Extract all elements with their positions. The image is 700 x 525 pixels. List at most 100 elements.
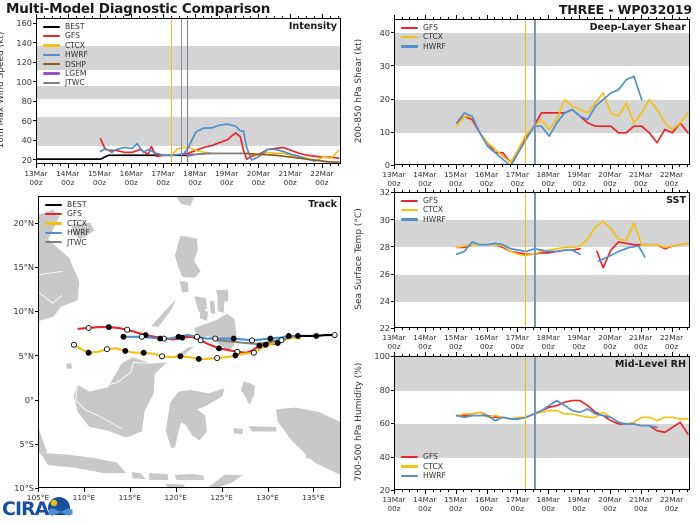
intensity-shaded-band: [37, 117, 340, 147]
legend-swatch-ctcx: [43, 44, 60, 47]
landmass: [248, 426, 277, 432]
sst-y-tick-label: 32: [379, 187, 390, 198]
sst-x-top-tick: [571, 189, 573, 192]
rh-x-top-tick: [625, 353, 627, 356]
rh-x-tick-mark: [394, 490, 395, 494]
sst-y-tick-label: 28: [379, 241, 390, 252]
rh-x-top-tick: [648, 353, 650, 356]
track-marker: [85, 349, 92, 356]
shear-x-top-tick: [540, 16, 542, 19]
sst-x-top-tick: [602, 189, 604, 192]
sst-x-top-tick: [532, 189, 534, 192]
track-marker: [120, 333, 127, 340]
rh-x-minor-tick: [571, 490, 573, 493]
landmass: [174, 473, 205, 481]
sst-x-minor-tick: [494, 328, 496, 331]
track-y-tick-mark: [34, 222, 38, 224]
track-y-tick-label: 0°: [24, 394, 34, 405]
shear-x-minor-tick: [540, 165, 542, 168]
track-marker: [256, 342, 263, 349]
shear-x-top-tick: [463, 16, 465, 19]
legend-label: CTCX: [423, 461, 443, 471]
landmass: [241, 381, 255, 405]
rh-x-minor-tick: [540, 490, 542, 493]
track-marker: [124, 326, 131, 333]
shear-x-minor-tick: [463, 165, 465, 168]
x-axis-label: 22Mar 00z: [310, 168, 334, 187]
shear-x-minor-tick: [494, 165, 496, 168]
sst-panel-title: SST: [666, 195, 686, 206]
shear-x-top-tick: [486, 15, 488, 19]
rh-x-tick-mark: [424, 490, 426, 494]
landmass: [194, 313, 237, 351]
sst-x-top-tick: [471, 189, 473, 192]
x-axis-label: 18Mar 00z: [536, 169, 560, 188]
shear-x-top-tick: [509, 16, 511, 19]
sst-x-top-tick: [432, 189, 434, 192]
landmass: [275, 407, 340, 475]
shear-x-minor-tick: [417, 165, 419, 168]
rh-x-top-tick: [586, 353, 588, 356]
legend-label: HWRF: [423, 471, 446, 481]
intensity-x-top-tick: [107, 15, 109, 18]
track-marker: [267, 335, 274, 342]
legend-swatch-hwrf: [401, 218, 418, 221]
shear-x-top-tick: [594, 16, 596, 19]
intensity-x-top-tick: [258, 14, 260, 18]
track-y-tick-mark: [34, 488, 38, 489]
x-axis-label: 22Mar 00z: [659, 169, 684, 188]
hwrf-init-line: [534, 357, 536, 489]
rh-x-top-tick: [579, 352, 580, 356]
track-y-tick-label: 5°N: [18, 350, 34, 361]
track-y-tick-label: 10°N: [13, 306, 34, 317]
sst-x-top-tick: [632, 189, 634, 192]
landmass: [217, 299, 225, 313]
shear-y-tick-label: 10: [379, 127, 390, 138]
track-x-tick-label: 105°E: [26, 492, 50, 502]
sst-x-minor-tick: [478, 328, 480, 331]
rh-shaded-band: [395, 424, 689, 458]
intensity-y-tick-label: 80: [21, 96, 32, 107]
rh-x-minor-tick: [594, 490, 596, 493]
x-axis-label: 14Mar 00z: [56, 168, 80, 187]
intensity-shaded-band: [37, 86, 340, 99]
sst-x-top-tick: [494, 189, 496, 192]
rh-x-minor-tick: [417, 490, 419, 493]
intensity-x-top-tick: [43, 15, 45, 18]
rh-x-top-tick: [563, 353, 565, 356]
intensity-x-top-tick: [194, 14, 196, 18]
rh-x-tick-mark: [548, 490, 550, 494]
track-marker: [232, 352, 239, 359]
rh-x-top-tick: [517, 352, 519, 356]
landmass: [174, 235, 201, 278]
rh-x-minor-tick: [509, 490, 511, 493]
sst-x-minor-tick: [686, 328, 688, 331]
legend-swatch-ctcx: [401, 35, 418, 39]
legend-swatch-hwrf: [401, 45, 418, 48]
intensity-x-minor-tick: [75, 164, 77, 167]
sst-x-minor-tick: [432, 328, 434, 331]
sst-x-minor-tick: [632, 328, 634, 331]
track-marker: [105, 324, 112, 331]
shear-x-minor-tick: [525, 165, 527, 168]
sst-x-tick-mark: [579, 328, 580, 332]
intensity-shaded-band: [37, 46, 340, 70]
intensity-y-tick-mark: [32, 139, 36, 141]
sst-y-tick-mark: [390, 192, 394, 193]
rh-x-minor-tick: [409, 490, 411, 493]
rh-x-tick-mark: [455, 490, 457, 494]
x-axis-label: 20Mar 00z: [598, 332, 622, 351]
rh-x-minor-tick: [447, 490, 449, 493]
rh-x-minor-tick: [586, 490, 588, 493]
landmass: [131, 472, 146, 480]
x-axis-label: 16Mar 00z: [119, 168, 143, 187]
legend-label: CTCX: [65, 40, 85, 50]
sst-x-top-tick: [656, 189, 658, 192]
intensity-y-tick-mark: [32, 100, 36, 102]
political-border: [39, 270, 63, 276]
rh-x-tick-mark: [609, 490, 611, 494]
sst-x-top-tick: [648, 189, 650, 192]
rh-x-minor-tick: [632, 490, 634, 493]
x-axis-label: 21Mar 00z: [628, 494, 653, 513]
